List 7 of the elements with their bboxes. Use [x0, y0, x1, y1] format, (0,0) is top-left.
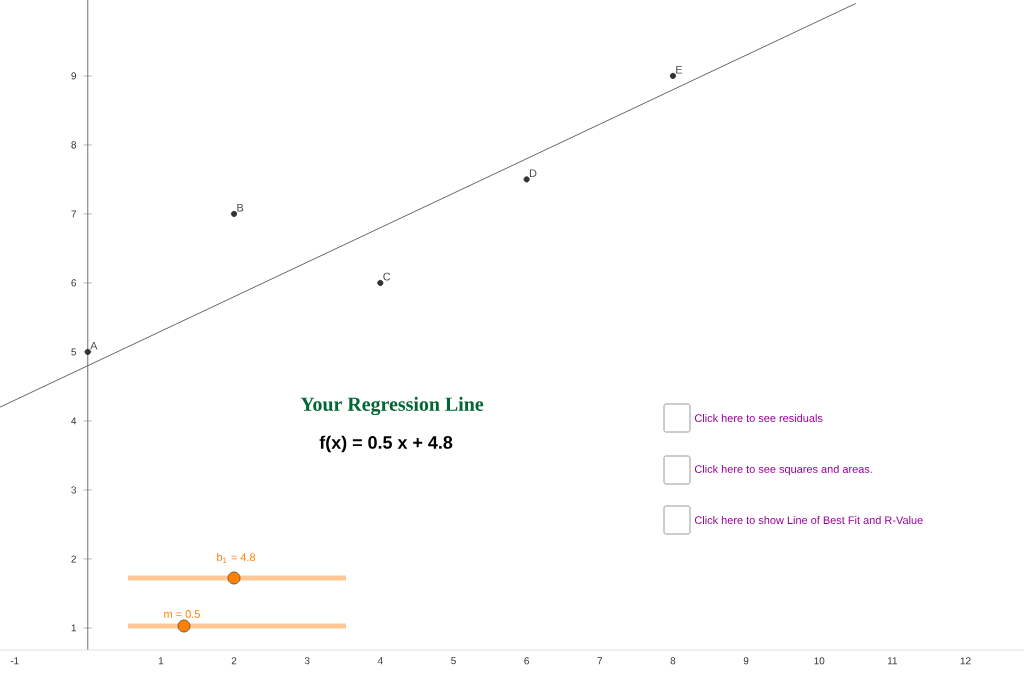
- point: [669, 72, 677, 79]
- point: [84, 348, 91, 355]
- text: f(x) = 0.5 x + 4.8: [319, 435, 453, 453]
- point: [377, 279, 384, 286]
- point: [230, 210, 238, 217]
- text: Your Regression Line: [300, 396, 484, 416]
- point: [523, 176, 530, 183]
